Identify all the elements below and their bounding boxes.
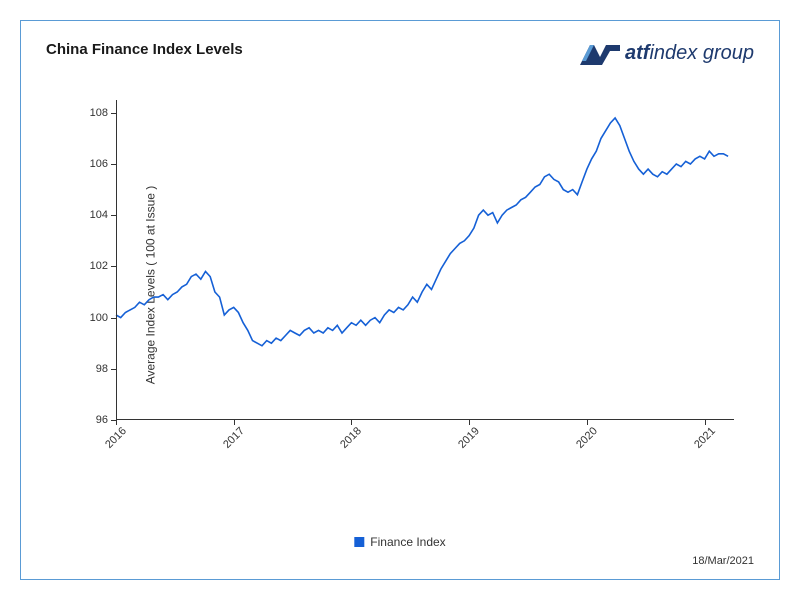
x-tick-mark [234,420,235,425]
chart-title: China Finance Index Levels [46,41,243,58]
logo-icon [580,41,620,65]
y-tick-mark [111,164,116,165]
legend-marker [354,537,364,547]
legend-label: Finance Index [370,535,445,549]
y-tick-label: 98 [96,363,108,375]
y-tick-label: 108 [90,107,108,119]
logo-text: atfindex group [625,42,754,65]
y-tick-mark [111,318,116,319]
chart-header: China Finance Index Levels atfindex grou… [46,41,754,65]
y-tick-mark [111,266,116,267]
y-tick-label: 100 [90,312,108,324]
x-tick-mark [116,420,117,425]
y-tick-label: 102 [90,260,108,272]
x-tick-label: 2021 [692,425,718,451]
y-axis-line [116,100,117,420]
brand-logo: atfindex group [580,41,754,65]
x-tick-label: 2018 [339,425,365,451]
logo-suffix: index group [649,42,754,64]
y-tick-label: 106 [90,158,108,170]
x-tick-label: 2016 [103,425,129,451]
x-tick-mark [469,420,470,425]
date-stamp: 18/Mar/2021 [692,555,754,567]
x-tick-label: 2020 [574,425,600,451]
y-tick-mark [111,215,116,216]
x-tick-mark [587,420,588,425]
chart-legend: Finance Index [354,535,445,549]
y-tick-label: 96 [96,414,108,426]
chart-container: Average Index Levels ( 100 at Issue ) 96… [46,90,754,480]
x-tick-label: 2017 [221,425,247,451]
outer-frame: China Finance Index Levels atfindex grou… [0,0,800,600]
chart-frame: China Finance Index Levels atfindex grou… [20,20,780,580]
line-chart-svg [116,100,734,420]
y-tick-label: 104 [90,209,108,221]
y-tick-mark [111,369,116,370]
plot-area: 9698100102104106108201620172018201920202… [116,100,734,420]
x-tick-mark [705,420,706,425]
x-axis-line [116,419,734,420]
series-line [116,118,728,346]
x-tick-label: 2019 [456,425,482,451]
y-tick-mark [111,113,116,114]
logo-brand: atf [625,42,649,64]
x-tick-mark [351,420,352,425]
